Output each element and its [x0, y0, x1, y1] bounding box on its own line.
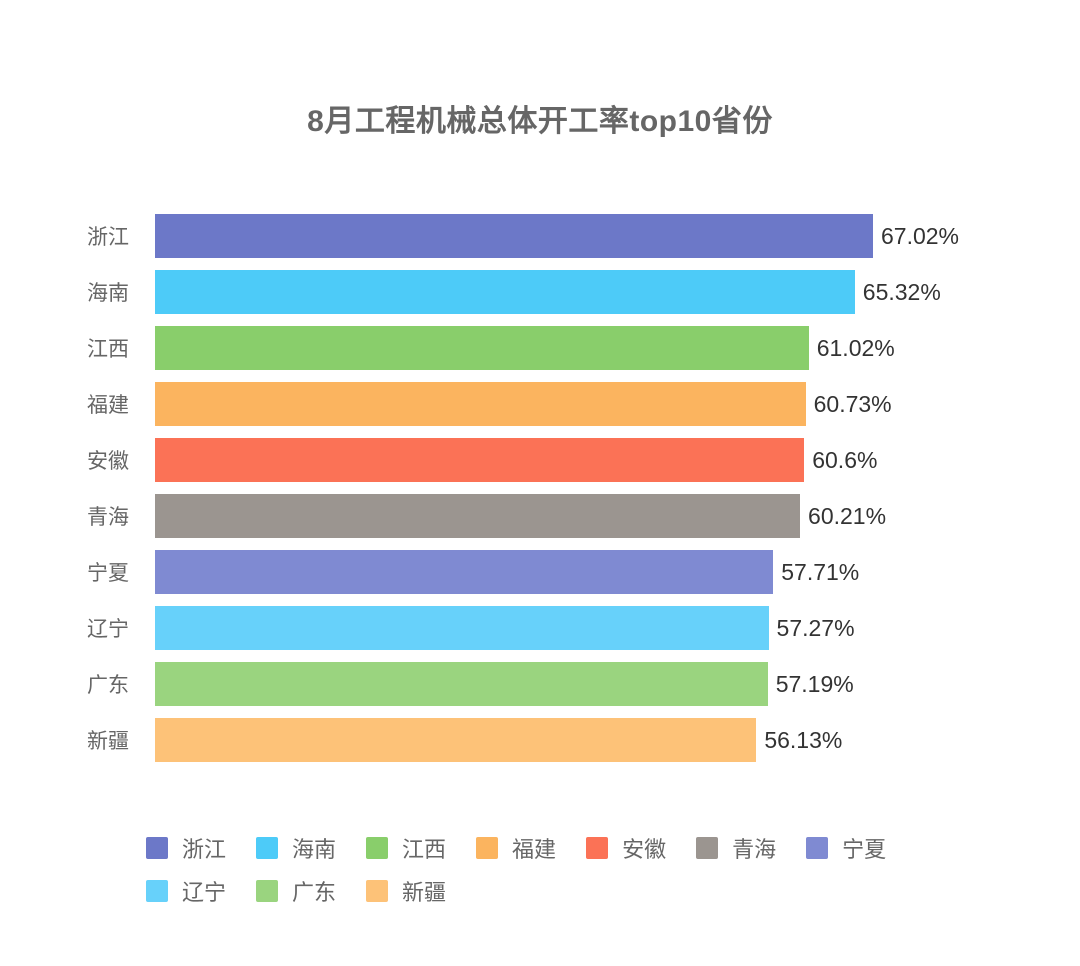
bar-track: 60.21%	[155, 494, 1080, 538]
bar-track: 57.71%	[155, 550, 1080, 594]
category-label: 青海	[87, 506, 129, 529]
bar-row: 青海 60.21%	[0, 494, 1080, 538]
bar-辽宁[interactable]	[155, 606, 769, 650]
legend-swatch	[256, 880, 279, 902]
value-label: 61.02%	[816, 334, 895, 361]
category-label: 江西	[87, 338, 129, 361]
bar-row: 广东 57.19%	[0, 662, 1080, 706]
legend-label: 广东	[292, 880, 337, 905]
category-label: 福建	[87, 394, 129, 417]
category-label: 新疆	[87, 730, 129, 753]
category-label: 安徽	[87, 450, 129, 473]
bar-track: 61.02%	[155, 326, 1080, 370]
category-label: 浙江	[87, 226, 129, 249]
bar-新疆[interactable]	[155, 718, 757, 762]
legend-item-江西[interactable]: 江西	[366, 832, 446, 864]
legend-item-安徽[interactable]: 安徽	[586, 832, 666, 864]
legend-label: 新疆	[402, 880, 447, 905]
value-label: 60.6%	[812, 446, 878, 473]
legend-swatch	[586, 837, 609, 859]
category-label: 海南	[87, 282, 129, 305]
legend-swatch	[696, 837, 719, 859]
bar-track: 56.13%	[155, 718, 1080, 762]
bar-row: 辽宁 57.27%	[0, 606, 1080, 650]
bar-宁夏[interactable]	[155, 550, 774, 594]
bar-row: 海南 65.32%	[0, 270, 1080, 314]
category-label: 宁夏	[87, 562, 129, 585]
legend-swatch	[256, 837, 279, 859]
bar-plot: 浙江 67.02% 海南 65.32% 江西 61.02% 福建 60.73% 安徽 60.6% 青…	[0, 214, 1080, 762]
value-label: 57.27%	[776, 614, 855, 641]
category-label: 广东	[87, 674, 129, 697]
legend-label: 海南	[292, 837, 337, 862]
legend-item-海南[interactable]: 海南	[256, 832, 336, 864]
value-label: 67.02%	[881, 222, 960, 249]
bar-江西[interactable]	[155, 326, 809, 370]
legend-swatch	[366, 880, 389, 902]
legend-item-广东[interactable]: 广东	[256, 875, 336, 907]
bar-安徽[interactable]	[155, 438, 805, 482]
bar-海南[interactable]	[155, 270, 855, 314]
legend-swatch	[146, 880, 168, 902]
bar-青海[interactable]	[155, 494, 801, 538]
bar-row: 福建 60.73%	[0, 382, 1080, 426]
bar-row: 宁夏 57.71%	[0, 550, 1080, 594]
legend-item-青海[interactable]: 青海	[696, 832, 776, 864]
bar-广东[interactable]	[155, 662, 768, 706]
legend-label: 青海	[732, 837, 777, 862]
legend-label: 安徽	[622, 837, 667, 862]
bar-track: 67.02%	[155, 214, 1080, 258]
value-label: 60.21%	[808, 502, 887, 529]
value-label: 56.13%	[764, 726, 843, 753]
bar-row: 新疆 56.13%	[0, 718, 1080, 762]
legend-item-辽宁[interactable]: 辽宁	[146, 875, 226, 907]
legend-item-福建[interactable]: 福建	[476, 832, 556, 864]
legend-label: 浙江	[182, 837, 227, 862]
value-label: 57.71%	[781, 558, 860, 585]
legend-label: 辽宁	[182, 880, 227, 905]
legend: 浙江 海南 江西 福建 安徽 青海 宁夏辽宁 广东 新疆	[146, 832, 968, 907]
chart-title: 8月工程机械总体开工率top10省份	[307, 105, 773, 138]
bar-track: 60.73%	[155, 382, 1080, 426]
legend-label: 江西	[402, 837, 447, 862]
value-label: 57.19%	[775, 670, 854, 697]
bar-row: 江西 61.02%	[0, 326, 1080, 370]
legend-label: 宁夏	[842, 837, 887, 862]
legend-item-新疆[interactable]: 新疆	[366, 875, 446, 907]
bar-福建[interactable]	[155, 382, 806, 426]
bar-track: 57.19%	[155, 662, 1080, 706]
legend-item-浙江[interactable]: 浙江	[146, 832, 226, 864]
legend-swatch	[806, 837, 829, 859]
bar-浙江[interactable]	[155, 214, 873, 258]
legend-swatch	[366, 837, 389, 859]
legend-swatch	[476, 837, 499, 859]
value-label: 60.73%	[813, 390, 892, 417]
bar-track: 60.6%	[155, 438, 1080, 482]
bar-track: 57.27%	[155, 606, 1080, 650]
legend-item-宁夏[interactable]: 宁夏	[806, 832, 886, 864]
value-label: 65.32%	[862, 278, 941, 305]
bar-row: 安徽 60.6%	[0, 438, 1080, 482]
bar-track: 65.32%	[155, 270, 1080, 314]
category-label: 辽宁	[87, 618, 129, 641]
legend-label: 福建	[512, 837, 557, 862]
legend-swatch	[146, 837, 168, 859]
bar-row: 浙江 67.02%	[0, 214, 1080, 258]
